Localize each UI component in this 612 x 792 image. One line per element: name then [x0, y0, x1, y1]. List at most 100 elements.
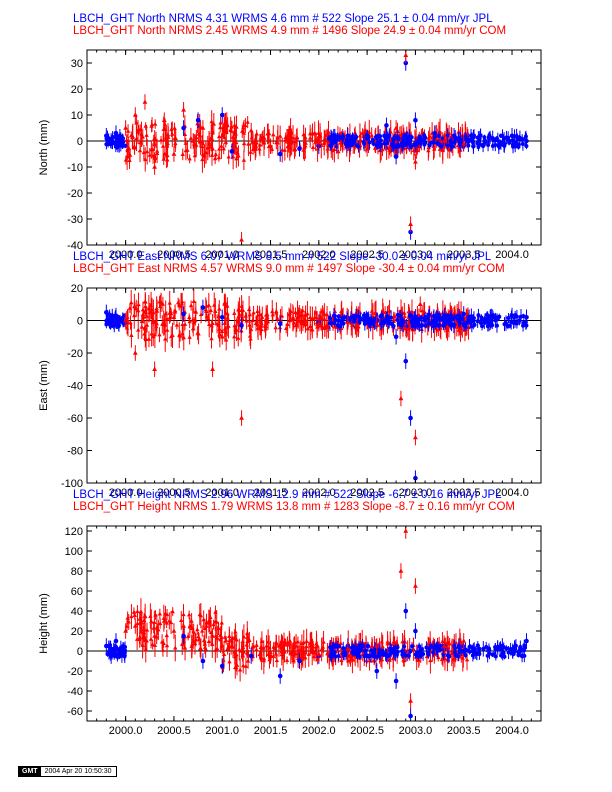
y-tick-label: -100: [61, 478, 83, 490]
data-point-com: [268, 653, 273, 658]
data-point-jpl: [248, 653, 254, 659]
data-point-jpl: [524, 314, 529, 320]
data-area: [87, 289, 541, 483]
data-point-jpl: [490, 314, 496, 320]
x-tick-label: 2002.5: [350, 249, 384, 261]
data-point-com: [403, 326, 409, 331]
data-point-com: [210, 633, 215, 638]
plot-frame: [86, 525, 542, 722]
data-point-jpl: [181, 311, 186, 317]
data-point-jpl: [393, 154, 399, 159]
data-point-com: [142, 99, 148, 104]
data-point-com: [316, 321, 322, 326]
data-point-com: [413, 159, 418, 164]
data-point-jpl: [393, 334, 399, 340]
data-point-jpl: [113, 638, 119, 644]
data-point-jpl: [471, 648, 476, 654]
data-point-com: [316, 651, 322, 656]
data-point-com: [181, 623, 186, 628]
x-tick-label: 2001.0: [205, 725, 239, 737]
x-tick-label: 2000.5: [157, 487, 191, 499]
x-tick-label: 2003.5: [447, 487, 481, 499]
y-axis-label: East (mm): [38, 360, 50, 411]
data-point-com: [152, 164, 158, 169]
data-point-jpl: [108, 138, 114, 144]
data-point-jpl: [393, 678, 399, 684]
data-point-com: [123, 125, 129, 130]
gmt-timestamp: 2004 Apr 20 10:50:30: [44, 768, 112, 775]
data-point-jpl: [200, 658, 206, 664]
y-tick-label: 60: [71, 586, 83, 598]
data-point-jpl: [432, 130, 438, 136]
data-area: [87, 526, 541, 721]
x-tick-label: 2004.0: [495, 249, 529, 261]
y-axis-label: North (mm): [38, 120, 50, 176]
data-point-com: [181, 107, 186, 112]
gmt-timestamp-stamp: GMT 2004 Apr 20 10:50:30: [18, 766, 117, 777]
data-point-com: [132, 350, 138, 355]
series-header-com: LBCH_GHT North NRMS 2.45 WRMS 4.9 mm # 1…: [73, 25, 506, 37]
x-tick-label: 2003.5: [447, 725, 481, 737]
data-point-com: [219, 643, 225, 648]
data-point-jpl: [422, 318, 428, 323]
y-tick-label: -20: [67, 348, 83, 360]
x-tick-label: 2002.0: [302, 725, 336, 737]
x-tick-label: 2001.5: [254, 725, 288, 737]
gmt-logo: GMT: [19, 767, 41, 776]
data-point-com: [123, 317, 129, 323]
panel-3: LBCH_GHT Height NRMS 2.96 WRMS 12.9 mm #…: [38, 489, 542, 737]
data-point-jpl: [509, 313, 515, 318]
x-tick-label: 2001.5: [254, 487, 288, 499]
series-header-com: LBCH_GHT Height NRMS 1.79 WRMS 13.8 mm #…: [73, 501, 515, 513]
data-point-com: [408, 221, 413, 226]
y-tick-label: 20: [71, 84, 83, 96]
data-point-com: [210, 146, 215, 151]
data-point-com: [239, 237, 244, 242]
data-point-jpl: [297, 658, 302, 664]
data-point-com: [161, 618, 167, 623]
x-tick-label: 2001.0: [205, 487, 239, 499]
data-point-com: [200, 125, 206, 130]
data-point-com: [190, 138, 196, 143]
y-tick-label: -60: [67, 413, 83, 425]
x-tick-label: 2004.0: [495, 487, 529, 499]
data-point-jpl: [104, 310, 109, 315]
x-tick-label: 2001.0: [205, 249, 239, 261]
data-point-jpl: [200, 305, 206, 310]
data-point-com: [132, 623, 138, 628]
data-point-com: [219, 334, 225, 339]
data-point-com: [287, 130, 293, 135]
data-point-jpl: [277, 151, 283, 157]
x-tick-label: 2003.5: [447, 249, 481, 261]
x-tick-label: 2000.0: [109, 725, 143, 737]
data-point-com: [171, 314, 177, 320]
data-point-com: [190, 326, 196, 331]
y-tick-label: -30: [67, 214, 83, 226]
data-point-com: [335, 148, 341, 154]
y-tick-label: -10: [67, 162, 83, 174]
data-point-jpl: [219, 112, 225, 118]
data-point-com: [152, 633, 158, 638]
data-point-com: [268, 143, 273, 148]
data-point-com: [152, 366, 158, 372]
data-point-com: [239, 415, 244, 420]
data-point-com: [408, 698, 413, 703]
data-point-jpl: [277, 673, 283, 679]
data-point-jpl: [524, 138, 529, 144]
data-point-com: [258, 326, 264, 331]
x-tick-label: 2003.0: [399, 249, 433, 261]
data-point-jpl: [374, 668, 380, 674]
x-tick-label: 2000.5: [157, 249, 191, 261]
data-point-com: [171, 151, 177, 156]
x-tick-label: 2003.0: [399, 725, 433, 737]
data-point-com: [413, 434, 418, 440]
data-point-com: [461, 638, 467, 643]
data-point-jpl: [277, 321, 283, 327]
series-header-jpl: LBCH_GHT North NRMS 4.31 WRMS 4.6 mm # 5…: [73, 13, 493, 25]
data-point-com: [442, 643, 447, 648]
x-tick-label: 2002.0: [302, 249, 336, 261]
data-point-jpl: [345, 133, 351, 139]
data-point-jpl: [490, 136, 496, 141]
data-point-jpl: [219, 314, 225, 320]
data-point-jpl: [384, 123, 389, 128]
